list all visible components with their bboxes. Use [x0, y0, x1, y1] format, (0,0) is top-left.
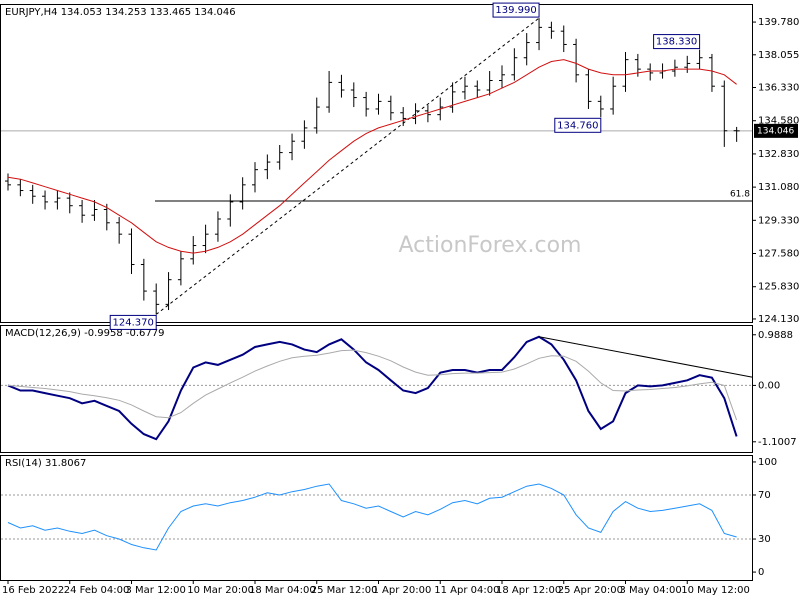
- y-tick-label: -1.1007: [758, 437, 797, 448]
- price-panel: [0, 4, 753, 323]
- y-tick-label: 134.580: [758, 116, 799, 127]
- annotation-box: [109, 314, 157, 330]
- x-tick-label: 1 Apr 20:00: [373, 585, 432, 596]
- watermark: ActionForex.com: [399, 233, 582, 258]
- y-tick-label: 138.055: [758, 50, 799, 61]
- price-title: EURJPY,H4 134.053 134.253 133.465 134.04…: [5, 7, 236, 18]
- x-tick-label: 3 Mar 12:00: [126, 585, 186, 596]
- annotation-label: 139.990: [495, 5, 536, 16]
- line: [7, 335, 738, 441]
- y-tick-label: 139.780: [758, 17, 799, 28]
- rsi-panel: [0, 455, 753, 581]
- y-tick-label: 0.00: [758, 380, 780, 391]
- x-tick-label: 18 Apr 12:00: [496, 585, 561, 596]
- y-tick-label: 129.330: [758, 215, 799, 226]
- fib-label: 61.8: [730, 189, 750, 199]
- x-tick-label: 10 May 12:00: [681, 585, 750, 596]
- y-tick-label: 132.830: [758, 149, 799, 160]
- annotation-label: 134.760: [557, 120, 598, 131]
- current-price-box: [754, 123, 798, 138]
- x-tick-label: 16 Feb 2022: [2, 585, 64, 596]
- y-tick-label: 70: [758, 490, 771, 501]
- annotation-box: [554, 117, 602, 133]
- macd-title: MACD(12,26,9) -0.9958 -0.6779: [5, 328, 165, 339]
- line: [7, 483, 737, 551]
- y-tick-label: 124.130: [758, 314, 799, 325]
- rsi-title: RSI(14) 31.8067: [5, 458, 86, 469]
- annotation-box: [653, 34, 701, 50]
- macd-trend-line: [538, 336, 753, 378]
- trend-line: [155, 17, 540, 315]
- line: [7, 59, 737, 254]
- x-tick-label: 11 Apr 04:00: [434, 585, 499, 596]
- y-tick-label: 131.080: [758, 182, 799, 193]
- macd-panel: [0, 325, 753, 453]
- line: [7, 349, 738, 421]
- x-tick-label: 24 Feb 04:00: [64, 585, 130, 596]
- annotation-label: 124.370: [113, 317, 154, 328]
- y-tick-label: 136.330: [758, 83, 799, 94]
- x-tick-label: 10 Mar 20:00: [187, 585, 254, 596]
- y-tick-label: 100: [758, 457, 777, 468]
- y-tick-label: 0.9888: [758, 330, 793, 341]
- y-tick-label: 127.580: [758, 249, 799, 260]
- y-tick-label: 30: [758, 534, 771, 545]
- y-tick-label: 0: [758, 567, 764, 578]
- x-tick-label: 3 May 04:00: [620, 585, 682, 596]
- annotation-box: [492, 2, 540, 18]
- y-tick-label: 125.830: [758, 282, 799, 293]
- x-tick-label: 25 Apr 20:00: [558, 585, 623, 596]
- current-price-label: 134.046: [757, 126, 794, 136]
- annotation-label: 138.330: [656, 37, 697, 48]
- x-tick-label: 25 Mar 12:00: [311, 585, 378, 596]
- x-tick-label: 18 Mar 04:00: [249, 585, 316, 596]
